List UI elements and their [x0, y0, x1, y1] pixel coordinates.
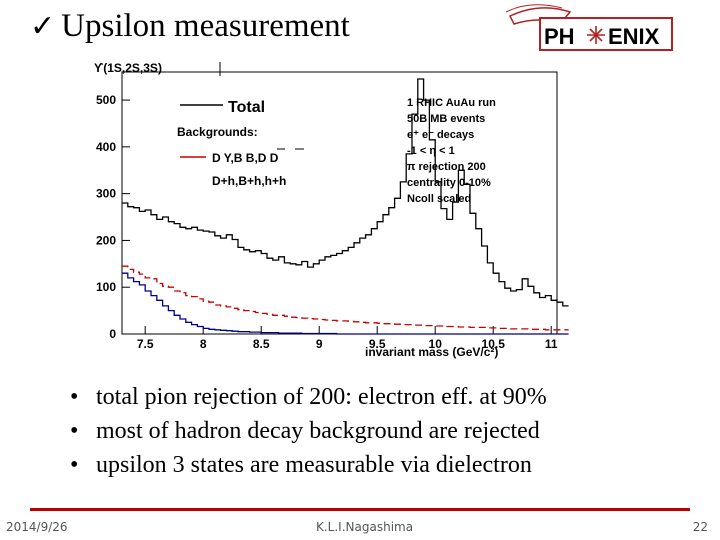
- footer-divider: [30, 508, 690, 511]
- y-tick-label: 400: [96, 140, 116, 154]
- bullet-item: total pion rejection of 200: electron ef…: [70, 380, 547, 414]
- x-axis-label: invariant mass (GeV/c²): [365, 345, 498, 359]
- x-tick-label: 9: [316, 337, 323, 351]
- x-tick-label: 8: [200, 337, 207, 351]
- annotation-line: -1 < η < 1: [407, 145, 455, 157]
- legend-dy-label: D Y,B B,D D: [212, 151, 279, 165]
- legend-dh-label: D+h,B+h,h+h: [212, 174, 286, 188]
- annotation-line: π rejection 200: [407, 161, 486, 173]
- series-bg-dy: [122, 265, 569, 331]
- logo-text-left: PH: [544, 24, 575, 49]
- bullet-item: most of hadron decay background are reje…: [70, 414, 547, 448]
- series-total: [122, 78, 569, 307]
- checkmark-icon: ✓: [30, 9, 56, 44]
- x-tick-label: 7.5: [137, 337, 154, 351]
- y-tick-label: 0: [109, 327, 116, 341]
- y-tick-label: 300: [96, 187, 116, 201]
- annotation-line: centrality 0-10%: [407, 177, 491, 189]
- x-tick-label: 10.5: [482, 337, 506, 351]
- logo-star-icon: [587, 26, 605, 44]
- y-tick-label: 200: [96, 233, 116, 247]
- x-tick-label: 8.5: [253, 337, 270, 351]
- bullet-list: total pion rejection of 200: electron ef…: [70, 380, 547, 482]
- x-tick-label: 9.5: [369, 337, 386, 351]
- histogram-label: ϒ(1S,2S,3S): [94, 61, 162, 75]
- annotation-line: 50B MB events: [407, 113, 485, 125]
- series-bg-dh: [122, 272, 569, 335]
- footer-date: 2014/9/26: [6, 520, 68, 534]
- slide-title: ✓ Upsilon measurement: [30, 8, 350, 45]
- y-tick-label: 500: [96, 93, 116, 107]
- legend-total-label: Total: [228, 99, 265, 116]
- x-tick-label: 11: [545, 337, 558, 351]
- page-number: 22: [692, 520, 708, 534]
- x-tick-label: 10: [429, 337, 443, 351]
- legend-backgrounds-heading: Backgrounds:: [177, 125, 258, 139]
- legend: Total Backgrounds: D Y,B B,D D D+h,B+h,h…: [177, 99, 304, 188]
- logo-text-right: ENIX: [608, 24, 660, 49]
- y-tick-label: 100: [96, 280, 116, 294]
- run-annotations: 1 RHIC AuAu run 50B MB events e⁺ e⁻ decays…: [407, 97, 496, 205]
- invariant-mass-plot: ϒ(1S,2S,3S) 7.5 8 8.5 9 9.5 10 10.5 11 0 100 200 3…: [94, 61, 569, 359]
- phenix-logo: PH ENIX: [505, 4, 673, 51]
- annotation-line: Ncoll scaled: [407, 193, 471, 205]
- plot-frame: [121, 71, 558, 335]
- footer-author: K.L.I.Nagashima: [316, 520, 414, 534]
- slide-title-text: Upsilon measurement: [61, 8, 350, 44]
- annotation-line: e⁺ e⁻ decays: [407, 129, 474, 141]
- annotation-line: 1 RHIC AuAu run: [407, 97, 496, 109]
- bullet-item: upsilon 3 states are measurable via diel…: [70, 448, 547, 482]
